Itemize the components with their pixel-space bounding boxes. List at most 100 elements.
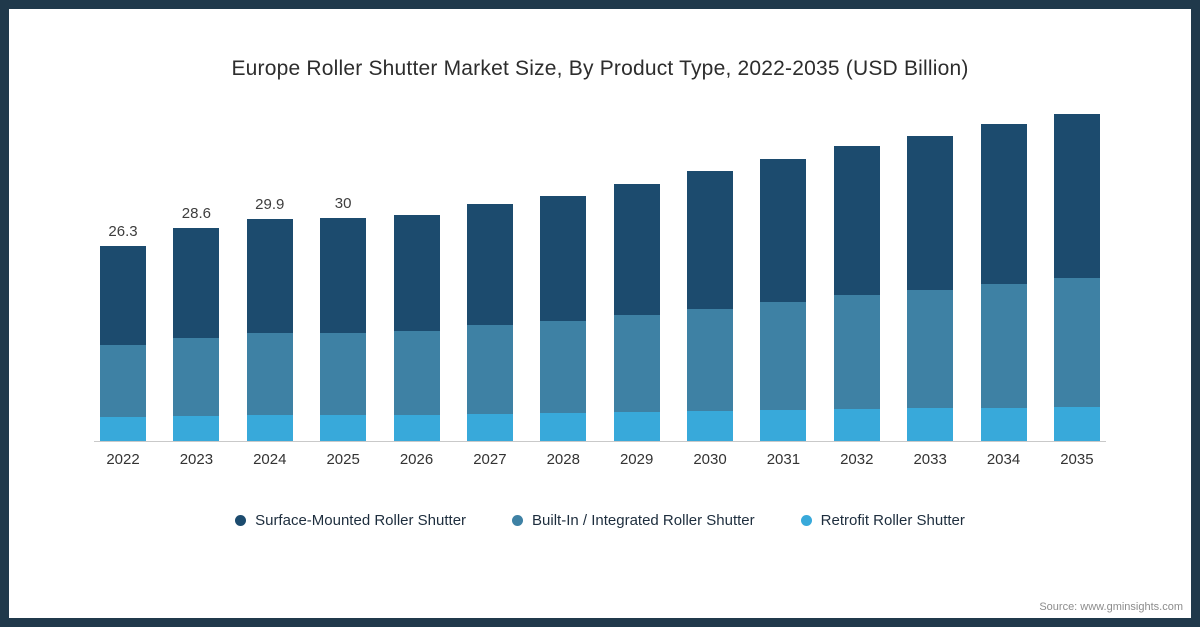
chart-title: Europe Roller Shutter Market Size, By Pr… — [231, 57, 969, 80]
bar-segment-builtin — [980, 284, 1027, 408]
source-attribution: Source: www.gminsights.com — [1039, 601, 1183, 613]
bar-segment-builtin — [907, 290, 954, 409]
x-axis-tick-label: 2025 — [326, 451, 360, 468]
bar-group — [907, 113, 954, 441]
bar-segment-retrofit — [100, 417, 146, 441]
bar-segment-surface — [760, 158, 807, 303]
bar-segment-retrofit — [246, 415, 293, 441]
bar-stack — [1053, 113, 1100, 441]
x-axis-tick-label: 2034 — [986, 451, 1021, 468]
bar-segment-builtin — [760, 302, 807, 410]
bar-stack — [613, 184, 660, 441]
legend: Surface-Mounted Roller Shutter Built-In /… — [9, 512, 1191, 529]
bar-group: 29.9 — [246, 195, 293, 441]
legend-item-builtin: Built-In / Integrated Roller Shutter — [512, 512, 755, 529]
x-axis-tick-label: 2035 — [1060, 451, 1094, 468]
bar-group: 26.3 — [100, 223, 146, 441]
bar-segment-builtin — [173, 337, 220, 416]
bar-stack — [466, 203, 513, 441]
bar-stack — [246, 218, 293, 441]
bar-group: 30 — [320, 195, 367, 441]
bar-stack — [393, 215, 440, 441]
bar-segment-surface — [100, 245, 146, 346]
bar-segment-builtin — [100, 345, 146, 418]
bar-stack — [320, 218, 367, 441]
bar-value-label: 30 — [334, 195, 352, 212]
bar-segment-surface — [320, 218, 367, 333]
x-axis-tick-label: 2024 — [253, 451, 287, 468]
bar-segment-surface — [173, 228, 220, 338]
bar-segment-surface — [540, 195, 587, 321]
x-axis-tick-label: 2023 — [179, 451, 214, 468]
bar-segment-surface — [687, 171, 733, 309]
bar-stack — [540, 195, 587, 441]
x-axis-labels: 2022 2023 2024 2025 2026 2027 2028 2029 2030 2031… — [94, 442, 1106, 468]
bar-segment-retrofit — [833, 409, 880, 441]
x-axis-tick-label: 2029 — [619, 451, 654, 468]
x-axis-tick-label: 2030 — [693, 451, 727, 468]
bar-stack — [980, 124, 1027, 441]
bar-segment-surface — [393, 215, 440, 331]
bar-segment-builtin — [833, 295, 880, 409]
x-axis-tick-label: 2033 — [913, 451, 947, 468]
bar-segment-retrofit — [613, 412, 660, 441]
bar-segment-builtin — [1053, 278, 1100, 407]
bar-segment-retrofit — [540, 412, 587, 441]
bar-group — [393, 192, 440, 441]
bar-segment-retrofit — [687, 411, 733, 441]
bar-value-label: 26.3 — [108, 222, 138, 240]
bar-segment-surface — [980, 124, 1027, 285]
bar-stack — [100, 245, 146, 441]
bar-group — [833, 123, 880, 441]
x-axis-tick-label: 2028 — [546, 451, 580, 468]
bar-stack — [760, 158, 807, 441]
bar-segment-retrofit — [393, 415, 440, 441]
legend-dot-icon — [512, 515, 524, 526]
bar-value-label: 28.6 — [181, 205, 211, 223]
x-axis-tick-label: 2022 — [106, 451, 140, 468]
bar-group — [980, 101, 1027, 441]
legend-item-retrofit: Retrofit Roller Shutter — [800, 512, 965, 529]
bar-segment-retrofit — [320, 415, 367, 441]
bar-group — [687, 148, 733, 441]
bar-stack — [833, 145, 880, 441]
legend-dot-icon — [800, 515, 812, 526]
bar-group — [760, 136, 807, 441]
bar-chart: 26.3 28.6 29.9 30 2022 2023 2024 2025 2026 2027 2… — [94, 99, 1106, 468]
bar-segment-surface — [466, 203, 513, 325]
bar-segment-builtin — [246, 333, 293, 415]
bar-group: 28.6 — [173, 205, 220, 441]
bar-group — [613, 161, 660, 441]
bar-group — [540, 173, 587, 441]
legend-dot-icon — [235, 515, 247, 526]
bar-segment-retrofit — [907, 408, 954, 441]
bar-stack — [173, 228, 220, 441]
bar-segment-retrofit — [173, 415, 220, 441]
bar-segment-builtin — [320, 332, 367, 415]
x-axis-tick-label: 2027 — [473, 451, 507, 468]
plot-area: 26.3 28.6 29.9 30 — [94, 99, 1106, 442]
bar-segment-surface — [613, 184, 660, 316]
bar-segment-builtin — [613, 315, 660, 412]
bar-segment-builtin — [540, 320, 587, 413]
bar-segment-surface — [833, 145, 880, 296]
bar-segment-builtin — [393, 331, 440, 415]
x-axis-tick-label: 2031 — [766, 451, 801, 468]
bar-value-label: 29.9 — [255, 195, 285, 213]
x-axis-tick-label: 2026 — [399, 451, 434, 468]
bar-segment-retrofit — [466, 413, 513, 441]
bar-segment-builtin — [466, 325, 513, 414]
bar-stack — [907, 135, 954, 441]
bar-group — [1053, 91, 1100, 441]
bar-segment-surface — [246, 218, 293, 334]
legend-item-surface: Surface-Mounted Roller Shutter — [235, 512, 466, 529]
bar-stack — [687, 171, 733, 441]
bar-segment-retrofit — [980, 407, 1027, 441]
bar-segment-builtin — [687, 308, 733, 412]
bar-segment-retrofit — [1053, 406, 1100, 441]
legend-label: Built-In / Integrated Roller Shutter — [532, 512, 755, 529]
legend-label: Retrofit Roller Shutter — [820, 512, 965, 529]
x-axis-tick-label: 2032 — [840, 451, 874, 468]
bar-segment-retrofit — [760, 409, 807, 441]
